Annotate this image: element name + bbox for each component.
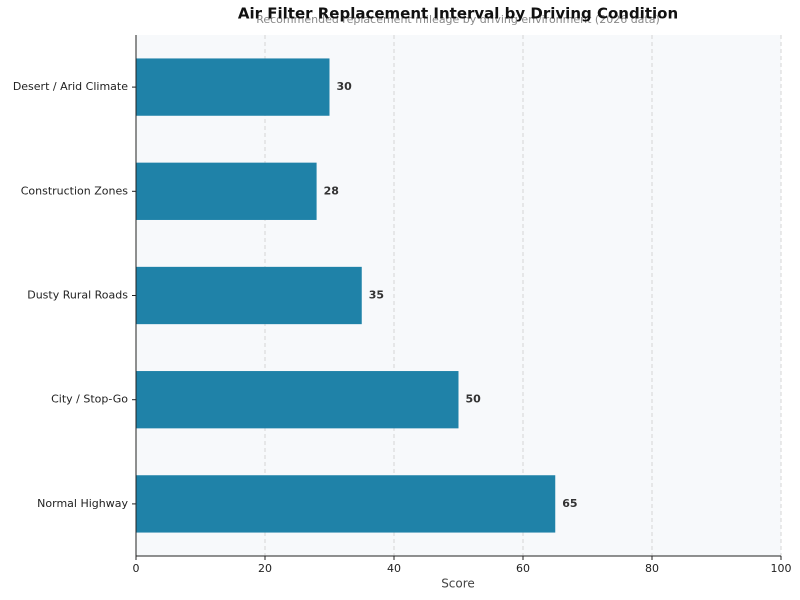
y-tick-label: Normal Highway [37,497,128,510]
bar [136,266,362,325]
bar [136,371,459,429]
chart-title: Air Filter Replacement Interval by Drivi… [238,5,678,23]
x-tick-label: 0 [133,562,140,575]
x-tick-label: 20 [258,562,272,575]
x-tick-label: 80 [645,562,659,575]
x-axis-label: Score [441,577,475,591]
bar [136,58,330,116]
value-label: 30 [337,80,353,93]
x-tick-label: 100 [771,562,792,575]
y-tick-label: Desert / Arid Climate [13,80,128,93]
value-label: 35 [369,289,384,302]
value-label: 50 [466,393,482,406]
x-tick-label: 60 [516,562,530,575]
y-tick-label: Construction Zones [21,184,129,197]
bar [136,162,317,220]
x-tick-label: 40 [387,562,401,575]
value-label: 65 [562,497,577,510]
chart-subtitle: Recommended replacement mileage by drivi… [256,13,660,26]
y-tick-label: Dusty Rural Roads [27,289,128,302]
value-label: 28 [324,184,339,197]
y-tick-label: City / Stop-Go [51,393,128,406]
bar [136,475,556,533]
